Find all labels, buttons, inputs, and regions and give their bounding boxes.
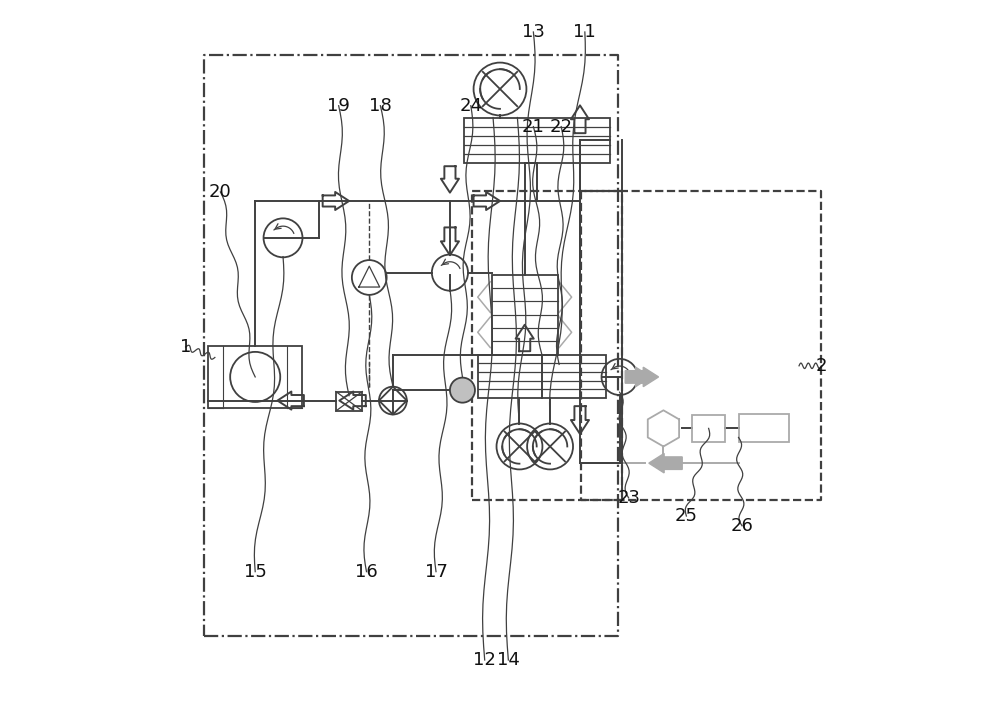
Text: 18: 18: [369, 97, 392, 115]
Bar: [208, 346, 302, 407]
Text: 1: 1: [180, 338, 191, 356]
Text: 2: 2: [816, 357, 827, 375]
Text: 13: 13: [522, 23, 545, 41]
Polygon shape: [636, 367, 651, 387]
Text: 26: 26: [731, 517, 753, 535]
Bar: [336, 392, 362, 411]
Text: 20: 20: [209, 183, 232, 201]
Text: 23: 23: [617, 489, 640, 507]
Polygon shape: [649, 454, 682, 473]
Bar: [692, 415, 725, 442]
Bar: [492, 275, 558, 355]
Text: 17: 17: [425, 563, 447, 580]
Text: 11: 11: [573, 23, 596, 41]
Text: 24: 24: [459, 97, 482, 115]
Bar: [478, 355, 606, 397]
Text: 16: 16: [355, 563, 378, 580]
Text: 25: 25: [675, 507, 698, 525]
Text: 14: 14: [497, 651, 520, 669]
Circle shape: [450, 378, 475, 402]
Text: 21: 21: [522, 118, 545, 135]
Text: 19: 19: [327, 97, 350, 115]
Text: 22: 22: [550, 118, 573, 135]
Text: 12: 12: [473, 651, 496, 669]
Polygon shape: [625, 367, 659, 387]
Text: 15: 15: [244, 563, 267, 580]
Bar: [739, 414, 789, 442]
Bar: [464, 118, 610, 163]
